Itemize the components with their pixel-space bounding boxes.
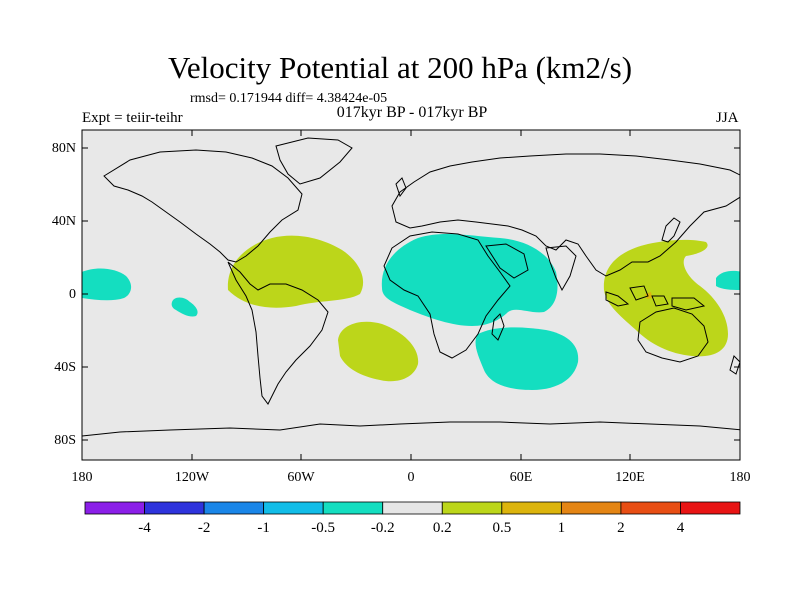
coastlines — [82, 137, 740, 437]
colorbar — [84, 501, 741, 515]
y-tick-label-80n: 80N — [51, 141, 76, 156]
colorbar-box-7 — [501, 501, 562, 515]
contour-positive-west-pacific — [603, 239, 728, 357]
y-tick-label-80s: 80S — [54, 433, 76, 448]
colorbar-label-8: 2 — [617, 520, 625, 536]
colorbar-label-5: 0.2 — [432, 520, 452, 536]
contour-positive-south-atlantic — [338, 321, 419, 382]
colorbar-box-3 — [263, 501, 324, 515]
coast-japan — [661, 217, 681, 243]
coast-eurasia — [391, 153, 740, 277]
colorbar-box-10 — [680, 501, 741, 515]
colorbar-box-8 — [560, 501, 622, 515]
x-tick-label-180w: 180 — [71, 470, 93, 485]
colorbar-box-4 — [322, 501, 384, 515]
coast-madagascar — [491, 313, 505, 341]
experiment-label: Expt = teiir-teihr — [82, 110, 183, 126]
contour-positive-caribbean — [227, 235, 364, 308]
colorbar-label-3: -0.5 — [311, 520, 336, 536]
x-tick-label-60w: 60W — [287, 470, 315, 485]
contour-negative-east-pacific — [82, 268, 132, 301]
colorbar-label-4: -0.2 — [370, 520, 395, 536]
colorbar-label-9: 4 — [676, 520, 685, 536]
stats-subtitle: rmsd= 0.171944 diff= 4.38424e-05 — [190, 91, 388, 106]
contour-negative-south-indian — [475, 327, 579, 390]
coast-antarctica — [82, 421, 740, 437]
y-tick-label-40n: 40N — [51, 214, 76, 229]
coast-arabia — [485, 243, 529, 279]
coast-africa — [383, 231, 511, 359]
coast-north-america — [103, 149, 303, 263]
coast-british-isles — [395, 177, 407, 198]
colorbar-label-2: -1 — [257, 520, 270, 536]
colorbar-label-1: -2 — [197, 520, 211, 536]
colorbar-box-6 — [441, 501, 503, 515]
y-tick-label-0: 0 — [69, 287, 76, 302]
period-subtitle: 017kyr BP - 017kyr BP — [336, 104, 488, 121]
coast-maritime-continent — [605, 285, 706, 311]
colorbar-box-5 — [382, 501, 443, 515]
colorbar-label-6: 0.5 — [492, 520, 512, 536]
x-tick-label-0: 0 — [407, 470, 415, 485]
colorbar-box-2 — [203, 501, 265, 515]
season-label: JJA — [716, 110, 739, 126]
coast-greenland — [275, 137, 353, 185]
x-tick-label-60e: 60E — [509, 470, 533, 485]
colorbar-box-9 — [620, 501, 681, 515]
coast-south-america — [227, 261, 329, 405]
coast-australia — [637, 307, 709, 363]
axis-ticks — [81, 130, 741, 460]
coast-india — [545, 245, 577, 292]
contour-negative-africa-indian — [381, 233, 558, 326]
x-tick-label-180e: 180 — [729, 470, 751, 485]
colorbar-box-1 — [144, 501, 205, 515]
colorbar-label-7: 1 — [557, 520, 566, 536]
contour-negative-central-pacific — [171, 297, 198, 317]
y-tick-label-40s: 40S — [54, 360, 76, 375]
contour-negative-dateline — [716, 270, 740, 290]
x-tick-label-120w: 120W — [174, 470, 210, 485]
colorbar-label-0: -4 — [138, 520, 151, 536]
x-tick-label-120e: 120E — [615, 470, 645, 485]
contour-fills — [82, 233, 740, 390]
plot-title: Velocity Potential at 200 hPa (km2/s) — [167, 50, 633, 85]
colorbar-box-0 — [84, 501, 145, 515]
coast-new-zealand — [729, 355, 740, 375]
